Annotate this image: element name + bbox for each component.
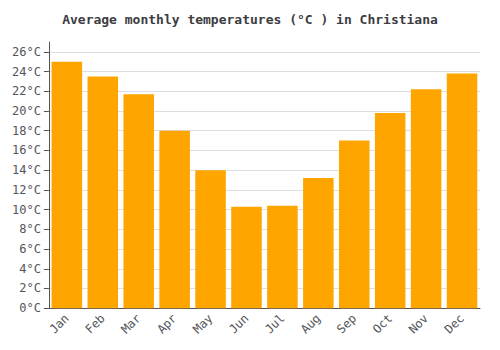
svg-text:Mar: Mar [118,311,143,336]
svg-text:Jul: Jul [262,311,287,336]
svg-text:Jun: Jun [226,311,251,336]
svg-text:May: May [190,311,215,336]
svg-text:Aug: Aug [298,311,323,336]
svg-text:Sep: Sep [334,311,359,336]
svg-text:4°C: 4°C [19,262,41,276]
svg-text:Nov: Nov [406,311,431,336]
svg-text:26°C: 26°C [12,45,41,59]
svg-text:8°C: 8°C [19,222,41,236]
svg-text:Average monthly temperatures (: Average monthly temperatures (°C ) in Ch… [62,12,438,27]
svg-text:20°C: 20°C [12,104,41,118]
svg-text:2°C: 2°C [19,281,41,295]
svg-text:16°C: 16°C [12,143,41,157]
svg-text:12°C: 12°C [12,183,41,197]
svg-text:Jan: Jan [47,311,72,336]
svg-text:6°C: 6°C [19,242,41,256]
svg-text:14°C: 14°C [12,163,41,177]
svg-text:10°C: 10°C [12,203,41,217]
svg-text:Apr: Apr [154,311,179,336]
svg-text:22°C: 22°C [12,84,41,98]
svg-text:Dec: Dec [442,311,467,336]
svg-text:Feb: Feb [83,311,108,336]
svg-text:24°C: 24°C [12,65,41,79]
svg-text:18°C: 18°C [12,124,41,138]
svg-text:0°C: 0°C [19,301,41,315]
svg-text:Oct: Oct [370,311,395,336]
